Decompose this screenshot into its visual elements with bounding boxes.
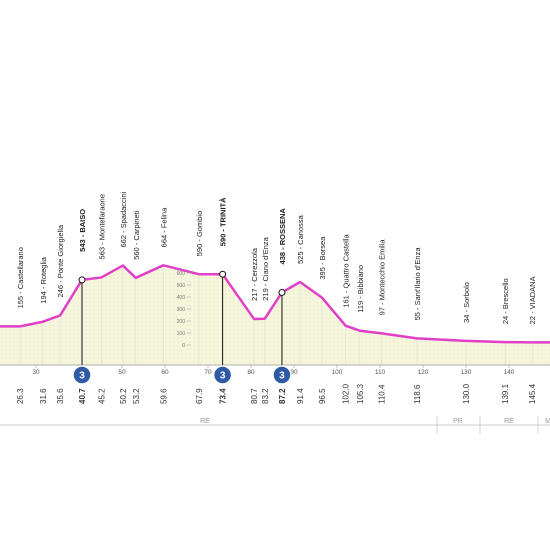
profile-area bbox=[0, 265, 550, 365]
region-label: RE bbox=[200, 418, 210, 425]
place-label: 119 - Bibbiano bbox=[356, 265, 365, 313]
km-label: 118.6 bbox=[413, 384, 422, 404]
km-label: 45.2 bbox=[97, 388, 106, 404]
place-label: 194 - Roteglia bbox=[39, 256, 48, 304]
km-label: 50.2 bbox=[119, 388, 128, 404]
km-label: 53.2 bbox=[132, 388, 141, 404]
place-label: 24 - Brescello bbox=[501, 278, 510, 324]
place-label: 219 - Ciano d'Enza bbox=[261, 236, 270, 300]
km-label: 145.4 bbox=[528, 383, 537, 404]
x-tick-label: 90 bbox=[290, 369, 298, 376]
km-label: 73.4 bbox=[219, 388, 228, 404]
place-label: 22 - VIADANA bbox=[528, 276, 537, 324]
y-tick-label: 500 bbox=[177, 283, 186, 289]
km-label: 110.4 bbox=[378, 384, 387, 404]
region-label: M bbox=[545, 418, 550, 425]
place-label: 395 - Borsea bbox=[318, 236, 327, 280]
km-label: 83.2 bbox=[261, 388, 270, 404]
place-label: 590 - Gombio bbox=[195, 211, 204, 256]
place-label: 662 - Spadaccini bbox=[119, 191, 128, 247]
climb-badge bbox=[272, 365, 292, 385]
region-label: RE bbox=[504, 418, 514, 425]
place-label: 97 - Montecchio Emilia bbox=[378, 239, 387, 316]
km-label: 67.9 bbox=[195, 388, 204, 404]
x-tick-label: 100 bbox=[332, 369, 343, 376]
x-tick-label: 70 bbox=[204, 369, 212, 376]
km-label: 31.6 bbox=[39, 388, 48, 404]
km-label: 139.1 bbox=[501, 383, 510, 404]
y-tick-label: 200 bbox=[177, 319, 186, 325]
y-tick-label: 100 bbox=[177, 331, 186, 337]
place-label: 246 - Ponte Giorgiella bbox=[56, 224, 65, 297]
place-label: 563 - Montefaraone bbox=[97, 194, 106, 259]
climb-category: 3 bbox=[220, 371, 226, 382]
km-label: 102.0 bbox=[342, 383, 351, 404]
place-label: 438 - ROSSENA bbox=[278, 208, 287, 265]
km-label: 40.7 bbox=[78, 388, 87, 404]
y-tick-label: 300 bbox=[177, 307, 186, 313]
x-tick-label: 130 bbox=[461, 369, 472, 376]
place-label: 664 - Felina bbox=[159, 207, 168, 247]
place-label: 590 - TRINITÀ bbox=[219, 197, 228, 246]
region-label: PR bbox=[453, 418, 463, 425]
km-label: 26.3 bbox=[16, 388, 25, 404]
place-label: 161 - Quattro Castella bbox=[342, 233, 351, 307]
x-tick-label: 120 bbox=[418, 369, 429, 376]
climb-category: 3 bbox=[79, 371, 85, 382]
km-label: 96.5 bbox=[318, 388, 327, 404]
place-label: 217 - Cerezzola bbox=[250, 247, 259, 301]
climb-point bbox=[278, 288, 286, 296]
profile-line bbox=[19, 264, 533, 344]
place-label: 560 - Carpineti bbox=[132, 210, 141, 260]
x-tick-label: 30 bbox=[32, 369, 40, 376]
place-label: 543 - BAISO bbox=[78, 209, 87, 252]
place-label: 55 - Sant'Ilario d'Enza bbox=[413, 247, 422, 321]
km-label: 91.4 bbox=[296, 388, 305, 404]
climb-category: 3 bbox=[279, 371, 285, 382]
place-label: 525 - Canossa bbox=[296, 214, 305, 264]
place-label: 155 - Castellarano bbox=[16, 247, 25, 308]
km-label: 87.2 bbox=[278, 388, 287, 404]
climb-point bbox=[78, 276, 86, 284]
y-tick-label: 0 bbox=[182, 343, 185, 349]
km-label: 80.7 bbox=[250, 388, 259, 404]
x-tick-label: 110 bbox=[375, 369, 386, 376]
x-tick-label: 140 bbox=[504, 369, 515, 376]
climb-badge bbox=[212, 365, 233, 385]
y-tick-label: 400 bbox=[177, 295, 186, 301]
climb-badge bbox=[72, 365, 92, 385]
km-label: 130.0 bbox=[462, 383, 471, 404]
place-label: 34 - Sorbolo bbox=[462, 282, 471, 323]
km-label: 35.6 bbox=[56, 388, 65, 404]
climb-point bbox=[219, 270, 227, 278]
x-tick-label: 80 bbox=[247, 369, 255, 376]
km-label: 105.3 bbox=[356, 383, 365, 404]
y-tick-label: 600 bbox=[177, 271, 186, 277]
km-label: 59.6 bbox=[159, 388, 168, 404]
x-tick-label: 60 bbox=[161, 369, 169, 376]
x-tick-label: 50 bbox=[118, 369, 126, 376]
